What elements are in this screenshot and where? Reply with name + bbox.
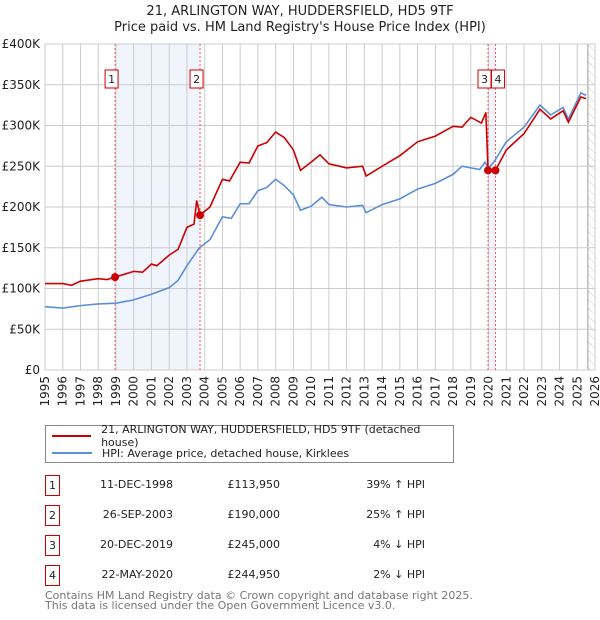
x-tick-label: 2015 [393, 376, 407, 407]
transaction-number: 1 [45, 475, 60, 496]
y-tick-label: £0 [25, 363, 40, 377]
x-tick-label: 2016 [411, 376, 425, 407]
sale-label-box [490, 69, 505, 89]
x-tick-label: 2000 [127, 376, 141, 407]
x-tick-label: 2022 [517, 376, 531, 407]
y-tick-label: £400K [2, 37, 42, 51]
x-tick-label: 2011 [322, 376, 336, 407]
y-tick-label: £300K [2, 119, 42, 133]
transaction-price: £190,000 [227, 508, 281, 521]
y-tick-label: £100K [2, 282, 42, 296]
y-tick-label: £200K [2, 200, 42, 214]
x-tick-label: 1995 [38, 376, 52, 407]
sale-point [111, 273, 120, 282]
legend-item-property: 21, ARLINGTON WAY, HUDDERSFIELD, HD5 9TF… [46, 423, 453, 449]
y-tick-label: £350K [2, 78, 42, 92]
legend-line-red [52, 435, 92, 437]
y-tick-label: £150K [2, 241, 42, 255]
transaction-row: 1 11-DEC-1998 £113,950 39% ↑ HPI [45, 475, 465, 496]
x-tick-label: 2024 [553, 376, 567, 407]
sale-label-number: 1 [108, 73, 115, 86]
transaction-number: 4 [45, 565, 60, 586]
legend-line-blue [52, 452, 92, 454]
footer-copyright: Contains HM Land Registry data © Crown c… [45, 589, 473, 602]
x-tick-label: 2020 [482, 376, 496, 407]
x-tick-label: 2023 [535, 376, 549, 407]
transaction-hpi-diff: 4% ↓ HPI [373, 538, 425, 551]
legend-label: 21, ARLINGTON WAY, HUDDERSFIELD, HD5 9TF… [101, 423, 421, 449]
chart-subtitle: Price paid vs. HM Land Registry's House … [114, 20, 486, 35]
x-tick-label: 2002 [162, 376, 176, 407]
x-tick-label: 2005 [215, 376, 229, 407]
sale-point [491, 166, 500, 175]
x-tick-label: 2012 [340, 376, 354, 407]
sale-label-box [104, 69, 119, 89]
transaction-price: £244,950 [227, 568, 281, 581]
transaction-date: 20-DEC-2019 [99, 538, 173, 551]
transaction-hpi-diff: 25% ↑ HPI [366, 508, 425, 521]
x-tick-label: 1998 [91, 376, 105, 407]
footer-licence: This data is licensed under the Open Gov… [45, 599, 396, 612]
sale-label-number: 4 [494, 73, 501, 86]
plot-border [44, 43, 596, 371]
sale-label-number: 2 [193, 73, 200, 86]
price-chart: 1995 1996 1997 1998 1999 2000 2001 2002 2003 2004… [2, 37, 600, 407]
transaction-hpi-diff: 2% ↓ HPI [373, 568, 425, 581]
x-tick-label: 2013 [357, 376, 371, 407]
x-tick-label: 2006 [233, 376, 247, 407]
y-tick-label: £250K [2, 159, 42, 173]
sale-label-number: 3 [481, 73, 488, 86]
legend-item-hpi: HPI: Average price, detached house, Kirk… [46, 445, 349, 461]
x-tick-label: 1996 [56, 376, 70, 407]
x-tick-label: 2021 [499, 376, 513, 407]
transaction-number: 3 [45, 535, 60, 556]
legend-label: HPI: Average price, detached house, Kirk… [102, 446, 350, 460]
x-tick-label: 2010 [304, 376, 318, 407]
hpi-line [44, 91, 587, 309]
x-tick-label: 2007 [251, 376, 265, 407]
transaction-price: £113,950 [227, 478, 281, 491]
transaction-row: 2 26-SEP-2003 £190,000 25% ↑ HPI [45, 505, 465, 526]
transaction-number: 2 [45, 505, 60, 526]
x-tick-label: 2014 [375, 376, 389, 407]
transaction-date: 11-DEC-1998 [99, 478, 173, 491]
x-tick-label: 2009 [286, 376, 300, 407]
sale-point [196, 211, 205, 220]
x-tick-label: 2017 [428, 376, 442, 407]
transaction-date: 22-MAY-2020 [101, 568, 173, 581]
chart-title: 21, ARLINGTON WAY, HUDDERSFIELD, HD5 9TF [146, 4, 454, 19]
x-tick-label: 2018 [446, 376, 460, 407]
x-tick-label: 2008 [269, 376, 283, 407]
x-tick-label: 2003 [180, 376, 194, 407]
sale-label-box [189, 69, 204, 89]
transaction-date: 26-SEP-2003 [102, 508, 173, 521]
transaction-row: 3 20-DEC-2019 £245,000 4% ↓ HPI [45, 535, 465, 556]
transaction-row: 4 22-MAY-2020 £244,950 2% ↓ HPI [45, 565, 465, 586]
x-tick-label: 2025 [570, 376, 584, 407]
x-tick-label: 2004 [198, 376, 212, 407]
x-tick-label: 1997 [73, 376, 87, 407]
transaction-hpi-diff: 39% ↑ HPI [366, 478, 425, 491]
x-tick-label: 2019 [464, 376, 478, 407]
x-tick-label: 1999 [109, 376, 123, 407]
sale-point [484, 166, 493, 175]
x-tick-label: 2026 [588, 376, 600, 407]
legend: 21, ARLINGTON WAY, HUDDERSFIELD, HD5 9TF… [45, 423, 454, 463]
transaction-price: £245,000 [227, 538, 281, 551]
x-tick-label: 2001 [144, 376, 158, 407]
y-tick-label: £50K [9, 322, 41, 336]
